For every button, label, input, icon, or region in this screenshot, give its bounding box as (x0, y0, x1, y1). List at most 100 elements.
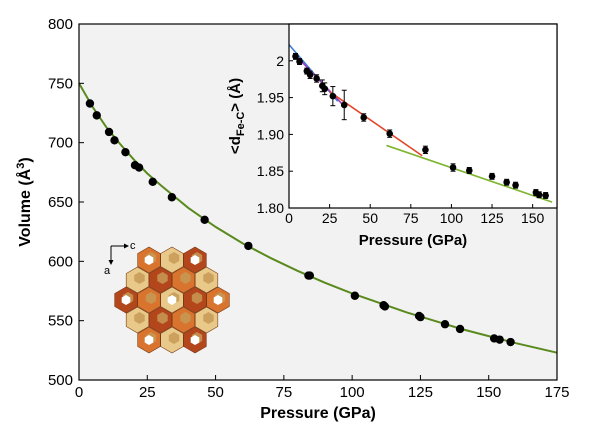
volume-point (104, 127, 114, 137)
volume-point (148, 177, 157, 187)
bond-length-point (329, 92, 337, 100)
crystal-facet (180, 312, 191, 324)
volume-point (121, 147, 130, 157)
bond-length-point (422, 146, 429, 154)
crystal-channel (190, 335, 200, 345)
crystal-facet (168, 252, 180, 264)
main-x-tick-label: 25 (139, 384, 156, 401)
volume-point (110, 136, 119, 145)
inset-y-tick-label: 1.80 (257, 200, 284, 216)
main-x-axis-title: Pressure (GPa) (260, 405, 376, 422)
main-x-tick-label: 100 (340, 384, 365, 401)
bond-length-point (360, 114, 368, 121)
crystal-facet (191, 292, 203, 304)
main-x-tick-label: 150 (476, 384, 501, 401)
a-axis-arrowhead (108, 260, 114, 265)
crystal-facet (134, 312, 145, 324)
inset-y-tick-label: 1.85 (257, 163, 284, 179)
inset-y-tick-label: 1.90 (257, 126, 284, 142)
bond-length-point (340, 101, 348, 109)
inset-y-axis-title: <dFe-C> (Å) (227, 78, 247, 154)
bond-length-point (296, 58, 303, 65)
crystal-tiles (114, 246, 230, 354)
bond-length-point (542, 192, 549, 199)
main-y-tick-label: 700 (48, 135, 73, 152)
main-x-tick-label: 50 (207, 384, 224, 401)
c-axis-arrowhead (124, 243, 129, 249)
crystal-facet (203, 272, 214, 284)
inset-x-tick-label: 150 (521, 210, 545, 226)
main-x-tick-label: 75 (276, 384, 293, 401)
crystal-structure-image: c a (104, 240, 230, 354)
main-y-tick-label: 550 (48, 313, 73, 330)
volume-point (350, 291, 360, 300)
main-x-tick-label: 125 (408, 384, 433, 401)
volume-point (380, 302, 390, 311)
crystal-channel (190, 255, 200, 265)
bond-length-point (386, 130, 394, 137)
crystal-facet (168, 332, 180, 344)
volume-point (167, 193, 177, 202)
volume-point (440, 320, 450, 329)
a-axis-label: a (104, 265, 111, 277)
inset-chart: 0 25 50 75 100 125 150 1.80 1.85 1.90 1.95 2 Press… (227, 23, 558, 249)
inset-x-tick-label: 50 (362, 210, 378, 226)
volume-point (92, 111, 101, 120)
crystal-facet (157, 312, 168, 324)
main-y-tick-label: 600 (48, 253, 73, 270)
crystal-facet (157, 272, 168, 284)
inset-plot-frame (288, 23, 558, 209)
crystal-channel (167, 295, 177, 305)
crystal-facet (180, 272, 191, 284)
inset-y-tick-label: 2 (276, 53, 284, 69)
main-y-axis-title: Volume (Å3) (15, 157, 34, 246)
bond-length-point (512, 181, 519, 189)
bond-length-point (313, 75, 320, 82)
inset-plot-area (289, 24, 557, 208)
bond-length-point (306, 71, 314, 79)
inset-x-tick-label: 0 (285, 210, 293, 226)
volume-point (85, 99, 95, 108)
crystal-channel (144, 335, 154, 345)
bond-length-point (449, 164, 457, 171)
inset-x-ticks: 0 25 50 75 100 125 150 (285, 204, 545, 226)
main-x-ticks: 0 25 50 75 100 125 150 175 (75, 375, 570, 401)
volume-point (506, 337, 515, 347)
bond-length-point (488, 173, 496, 180)
volume-point (416, 312, 425, 322)
volume-point (200, 215, 209, 224)
volume-point (495, 335, 504, 344)
volume-points (85, 99, 515, 347)
bond-length-point (535, 191, 543, 199)
inset-x-tick-label: 75 (403, 210, 419, 226)
main-y-ticks: 500 550 600 650 700 750 800 (48, 16, 84, 389)
c-axis-label: c (130, 240, 136, 252)
main-x-tick-label: 0 (75, 384, 83, 401)
inset-x-tick-label: 125 (480, 210, 504, 226)
inset-y-tick-label: 1.95 (257, 90, 284, 106)
crystal-facet (134, 272, 145, 284)
volume-point (455, 324, 465, 334)
bond-length-point (292, 53, 299, 60)
volume-point (305, 271, 315, 280)
inset-x-tick-label: 100 (440, 210, 464, 226)
crystal-channel (213, 295, 223, 305)
bond-length-point (503, 178, 510, 186)
bond-length-point (321, 85, 329, 93)
inset-x-axis-title: Pressure (GPa) (359, 232, 467, 249)
main-y-tick-label: 800 (48, 16, 73, 33)
inset-y-ticks: 1.80 1.85 1.90 1.95 2 (257, 53, 293, 216)
volume-point (134, 163, 144, 172)
crystal-channel (144, 255, 154, 265)
main-y-tick-label: 650 (48, 194, 73, 211)
crystal-facet (145, 292, 157, 304)
volume-point (244, 241, 253, 251)
main-y-tick-label: 750 (48, 75, 73, 92)
crystal-channel (121, 295, 131, 305)
main-x-tick-label: 175 (544, 384, 569, 401)
inset-x-tick-label: 25 (322, 210, 338, 226)
bond-length-point (465, 167, 473, 174)
main-y-tick-label: 500 (48, 372, 73, 389)
